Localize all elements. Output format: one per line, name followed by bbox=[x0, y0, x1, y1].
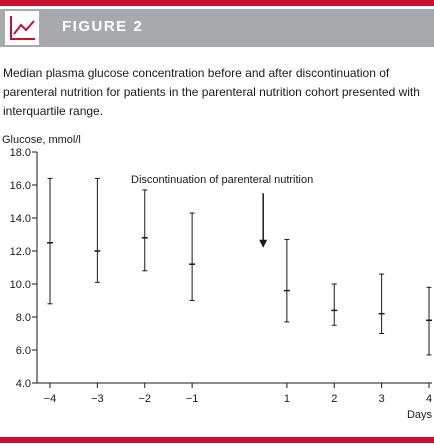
x-axis-label: Days bbox=[407, 409, 433, 421]
annotation-arrow-head bbox=[259, 239, 268, 248]
figure-header: FIGURE 2 bbox=[0, 9, 434, 47]
error-bar bbox=[141, 189, 148, 272]
annotation-text: Discontinuation of parenteral nutrition bbox=[131, 174, 313, 186]
line-chart-icon bbox=[5, 11, 39, 45]
error-bar bbox=[378, 273, 385, 334]
discontinuation-annotation: Discontinuation of parenteral nutrition bbox=[131, 174, 313, 248]
bottom-accent-rule bbox=[0, 437, 434, 443]
top-accent-rule bbox=[0, 0, 434, 6]
y-axis: 4.0 6.0 8.0 10.0 12.0 14.0 16.0 18.0 bbox=[10, 147, 38, 390]
error-bars bbox=[47, 177, 432, 356]
x-tick-label: −1 bbox=[186, 393, 199, 405]
glucose-chart: Glucose, mmol/l 4.0 6.0 8.0 10.0 12.0 14.0 16.… bbox=[2, 134, 433, 421]
figure-caption: Median plasma glucose concentration befo… bbox=[3, 66, 420, 118]
x-tick-label: 4 bbox=[426, 393, 432, 405]
x-tick-label: 2 bbox=[331, 393, 337, 405]
error-bar bbox=[94, 177, 101, 283]
y-tick-label: 8.0 bbox=[16, 312, 31, 324]
y-tick-label: 12.0 bbox=[10, 246, 31, 258]
y-tick-label: 6.0 bbox=[16, 345, 31, 357]
error-bar bbox=[189, 212, 196, 301]
figure-title: FIGURE 2 bbox=[62, 18, 144, 35]
x-tick-label: −2 bbox=[138, 393, 151, 405]
y-tick-label: 4.0 bbox=[16, 378, 31, 390]
error-bar bbox=[426, 286, 432, 356]
y-tick-label: 18.0 bbox=[10, 147, 31, 159]
y-axis-label: Glucose, mmol/l bbox=[2, 134, 81, 146]
x-axis: −4 −3 −2 −1 1 2 3 4 bbox=[37, 382, 432, 405]
x-tick-label: −4 bbox=[44, 393, 57, 405]
y-tick-label: 16.0 bbox=[10, 180, 31, 192]
error-bar bbox=[283, 238, 290, 323]
x-tick-label: 3 bbox=[379, 393, 385, 405]
x-tick-label: −3 bbox=[91, 393, 104, 405]
y-tick-label: 14.0 bbox=[10, 213, 31, 225]
x-tick-label: 1 bbox=[284, 393, 290, 405]
error-bar bbox=[47, 177, 53, 305]
error-bar bbox=[331, 283, 338, 326]
y-tick-label: 10.0 bbox=[10, 279, 31, 291]
